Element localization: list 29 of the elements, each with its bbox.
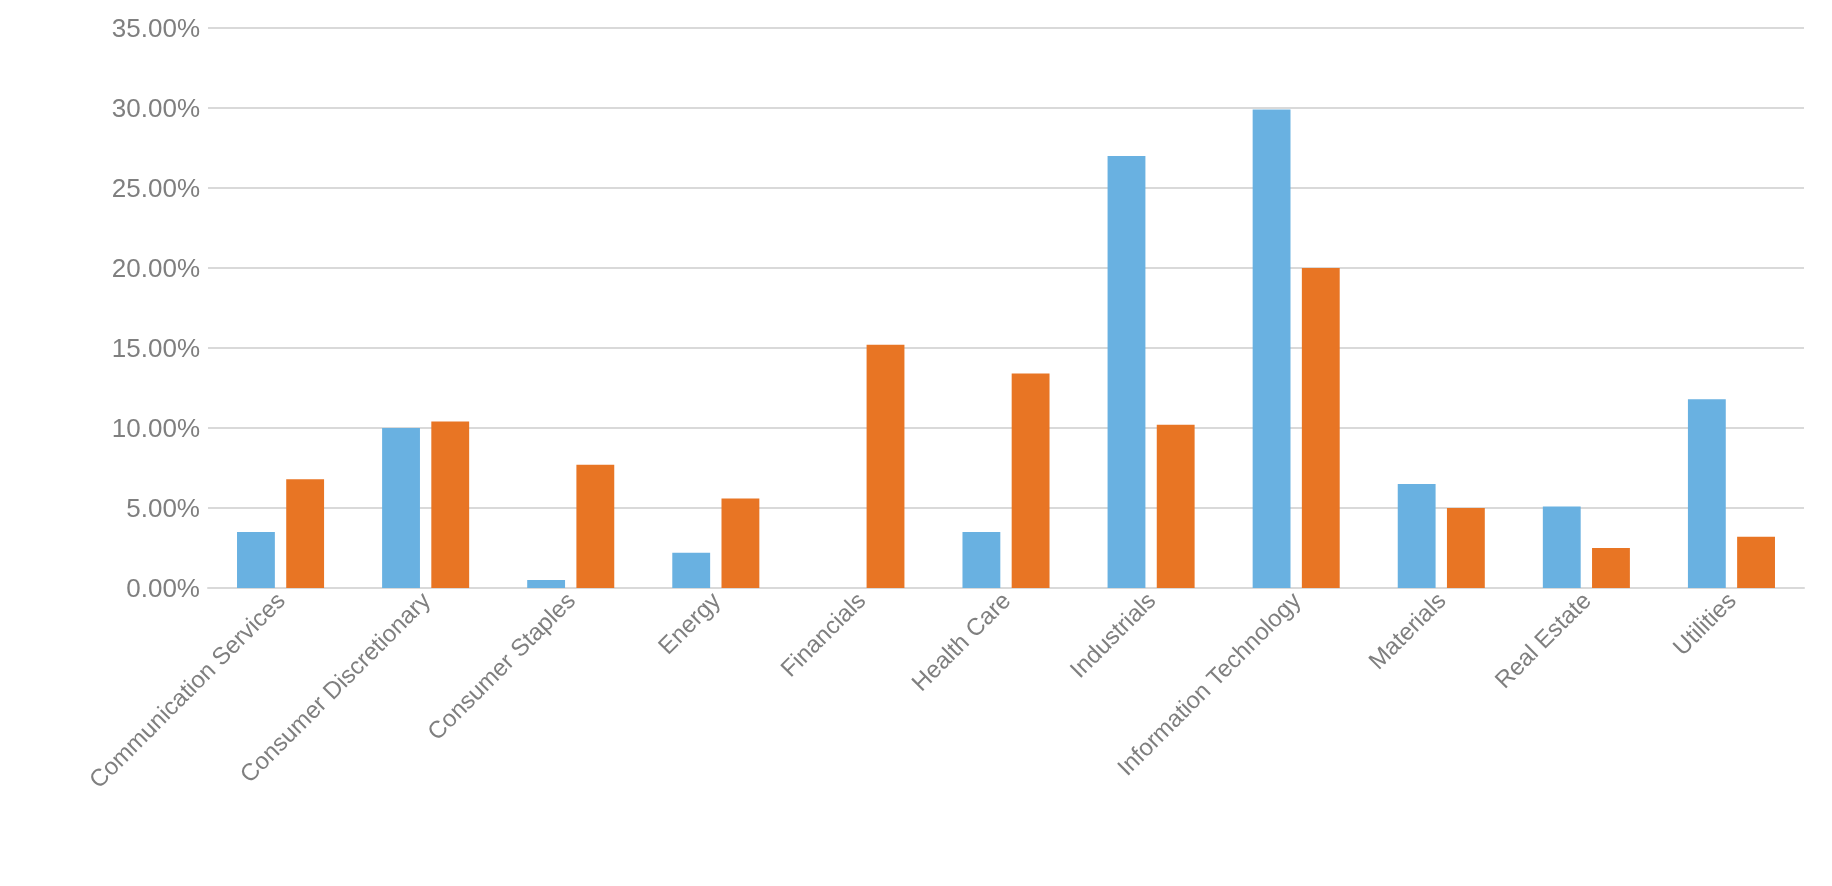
y-tick-label: 15.00% — [111, 333, 200, 363]
y-tick-label: 10.00% — [111, 413, 200, 443]
y-tick-label: 5.00% — [126, 493, 200, 523]
bar — [382, 428, 420, 588]
bar — [286, 479, 325, 588]
bar — [1687, 399, 1726, 588]
bar — [1542, 506, 1581, 588]
bar — [237, 532, 275, 588]
bar — [866, 344, 905, 588]
bar — [1107, 156, 1146, 588]
y-tick-label: 0.00% — [126, 573, 200, 603]
bar — [1301, 268, 1340, 588]
bar — [527, 580, 566, 588]
y-tick-label: 30.00% — [111, 93, 200, 123]
bar — [962, 532, 1001, 588]
bar — [1156, 424, 1195, 588]
y-tick-label: 20.00% — [111, 253, 200, 283]
bar — [1592, 548, 1630, 588]
y-tick-label: 35.00% — [111, 13, 200, 43]
bar — [1011, 373, 1050, 588]
y-tick-label: 25.00% — [111, 173, 200, 203]
bar — [1397, 484, 1436, 588]
bar — [576, 464, 615, 588]
bar — [1737, 536, 1775, 588]
bar — [1446, 508, 1485, 588]
bar — [721, 498, 760, 588]
bar — [672, 552, 711, 588]
bar — [431, 421, 470, 588]
bar — [1252, 109, 1291, 588]
